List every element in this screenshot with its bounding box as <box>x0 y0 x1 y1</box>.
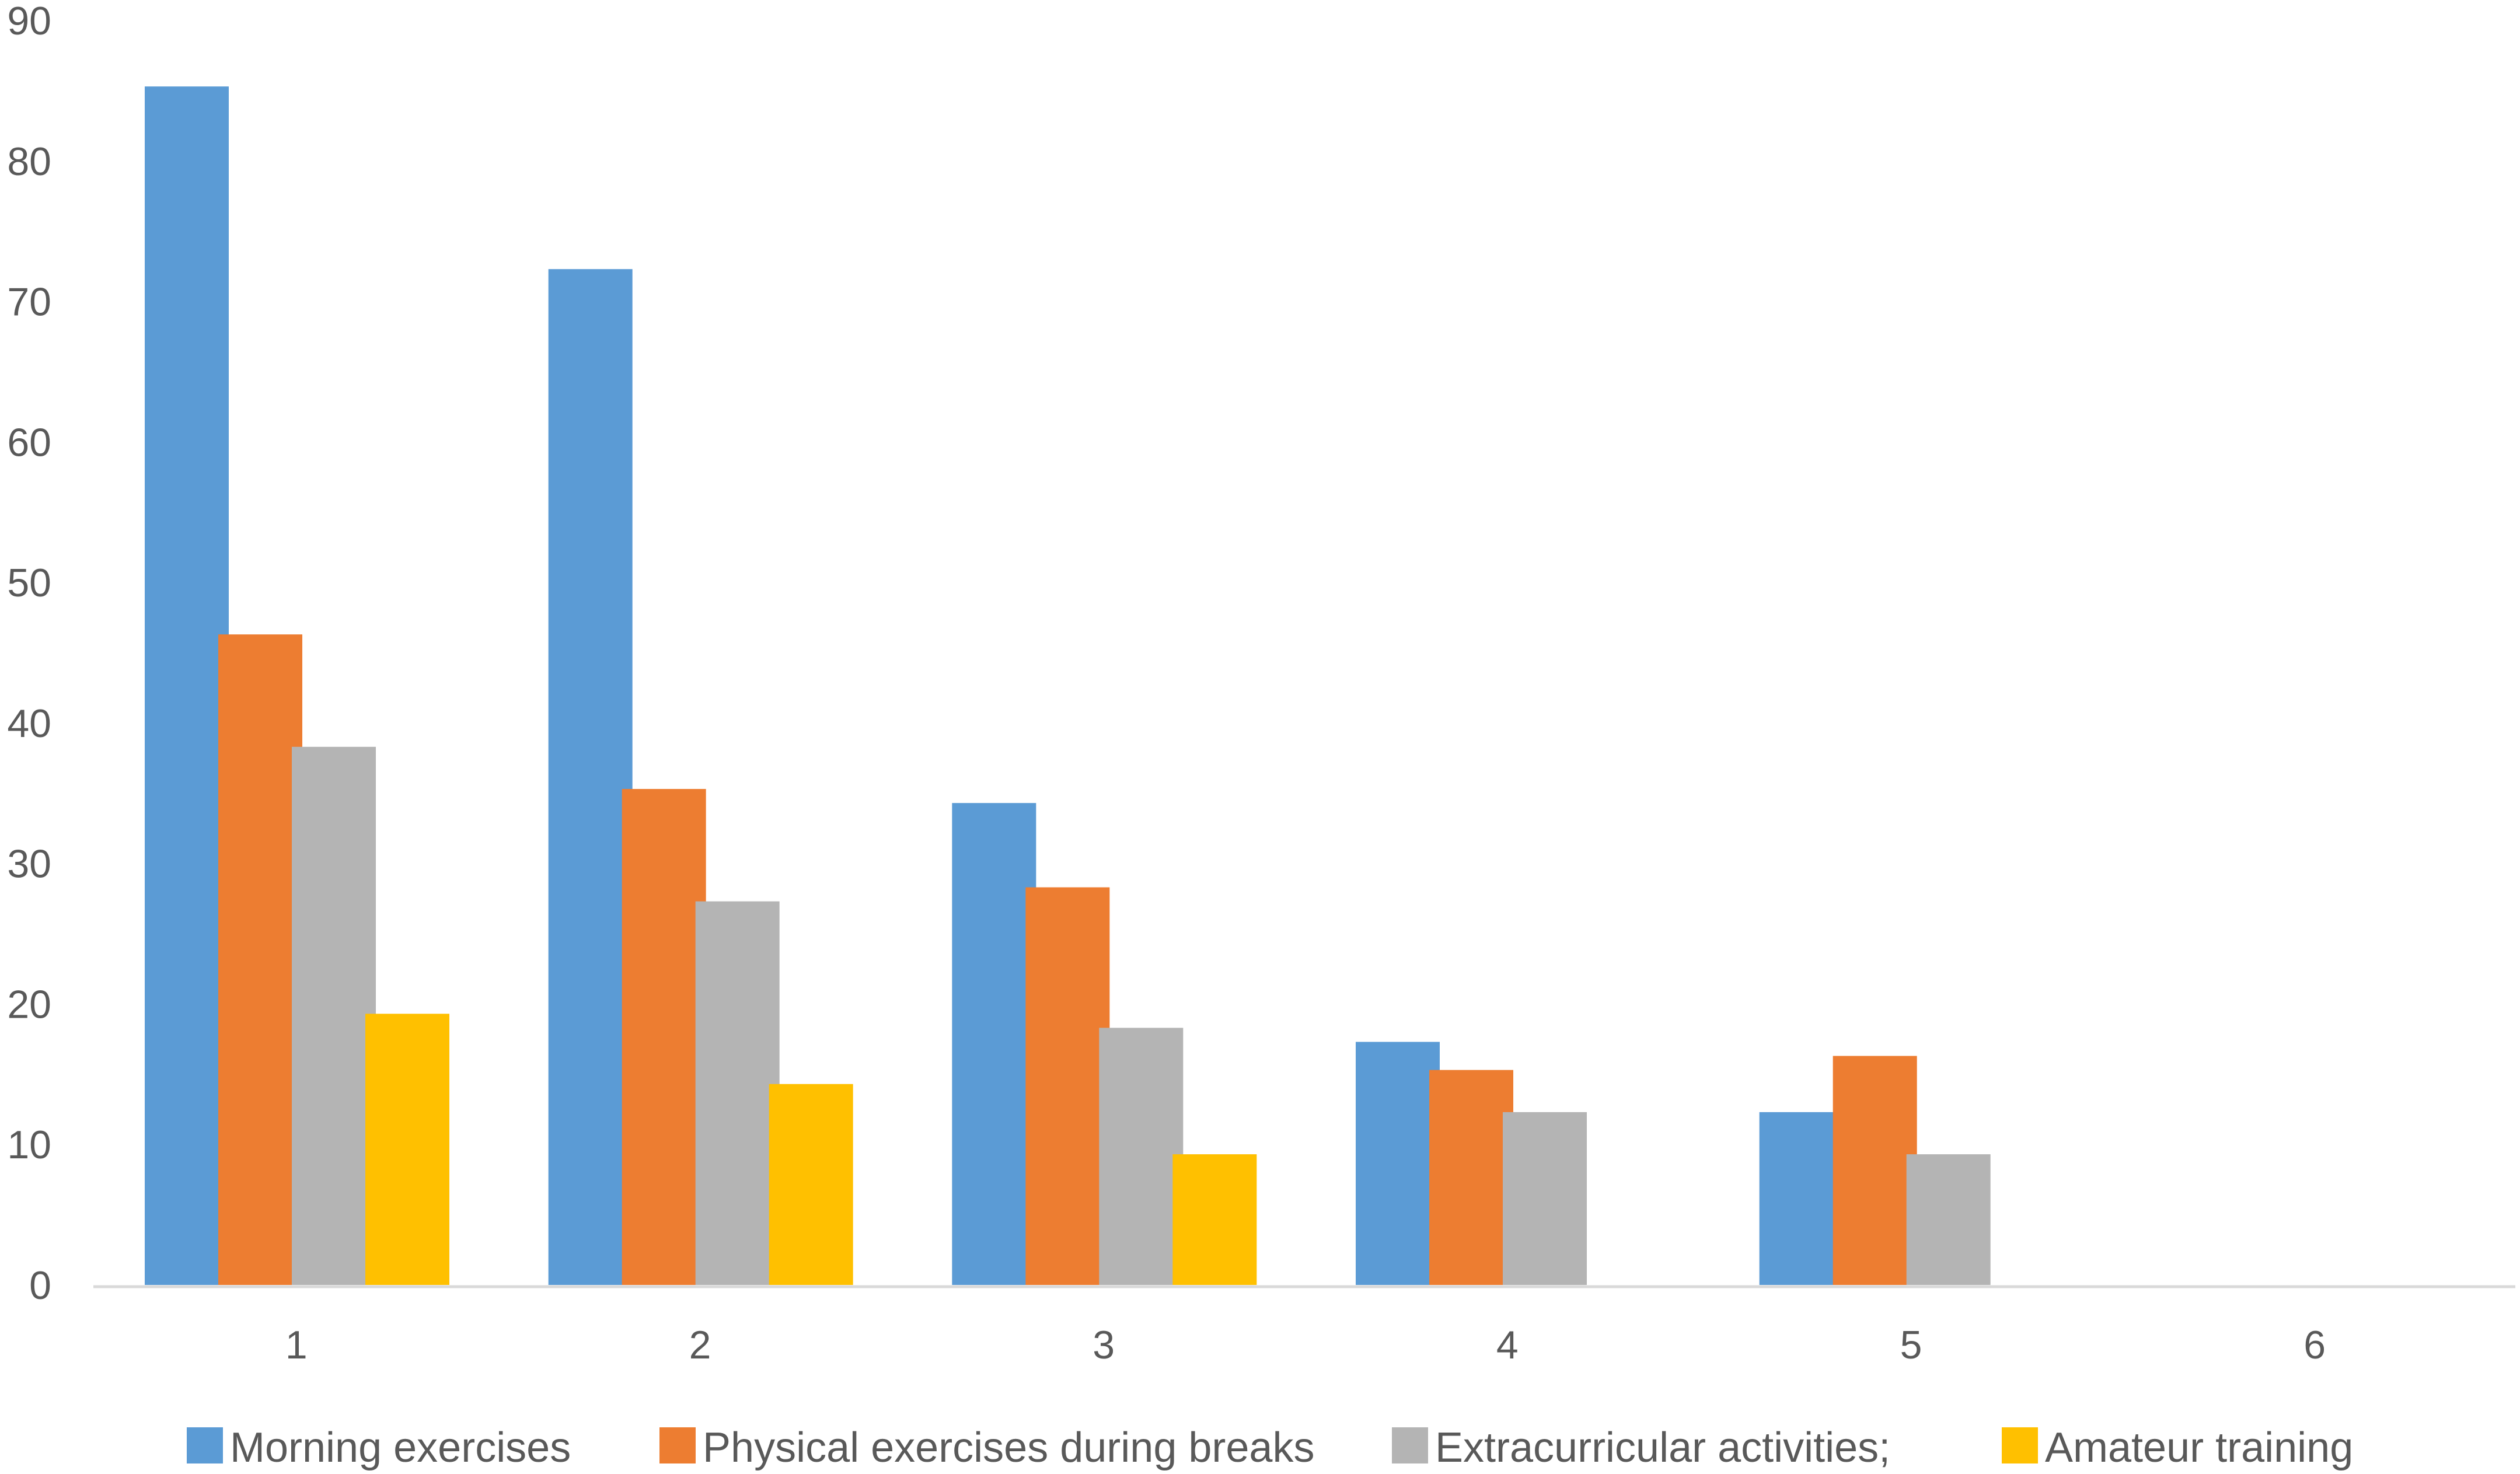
y-tick-label: 10 <box>7 1123 51 1167</box>
y-tick-label: 80 <box>7 139 51 184</box>
y-tick-label: 90 <box>7 0 51 43</box>
bar <box>1833 1056 1917 1285</box>
bar <box>622 789 706 1285</box>
legend-swatch <box>187 1427 223 1463</box>
bar <box>1759 1112 1844 1285</box>
legend-label: Amateur training <box>2045 1424 2353 1471</box>
legend-label: Physical exercises during breaks <box>703 1424 1314 1471</box>
x-tick-label: 5 <box>1900 1323 1922 1367</box>
legend-swatch <box>1392 1427 1428 1463</box>
bar <box>365 1014 449 1285</box>
bar <box>769 1084 853 1285</box>
x-axis-ticks: 1 2 3 4 5 6 <box>285 1323 2326 1367</box>
bar <box>1025 887 1110 1285</box>
bar <box>1172 1154 1257 1285</box>
y-tick-label: 30 <box>7 842 51 886</box>
bar <box>548 269 633 1286</box>
y-tick-label: 20 <box>7 982 51 1026</box>
legend-swatch <box>659 1427 696 1463</box>
bar-series <box>145 86 1991 1286</box>
y-tick-label: 60 <box>7 420 51 464</box>
y-tick-label: 50 <box>7 561 51 605</box>
bar <box>1099 1028 1184 1285</box>
legend: Morning exercises Physical exercises duri… <box>187 1424 2353 1471</box>
x-tick-label: 1 <box>285 1323 308 1367</box>
bar <box>952 803 1036 1285</box>
x-tick-label: 6 <box>2303 1323 2326 1367</box>
bar <box>145 86 229 1286</box>
y-axis-ticks: 0 10 20 30 40 50 60 70 80 90 <box>7 0 51 1308</box>
legend-label: Extracurricular activities; <box>1435 1424 1890 1471</box>
x-tick-label: 3 <box>1093 1323 1115 1367</box>
bar <box>1503 1112 1587 1285</box>
legend-label: Morning exercises <box>230 1424 571 1471</box>
legend-swatch <box>2002 1427 2038 1463</box>
y-tick-label: 0 <box>29 1263 51 1308</box>
y-tick-label: 70 <box>7 280 51 324</box>
bar <box>1429 1070 1513 1285</box>
bar <box>1906 1154 1991 1285</box>
bar <box>292 746 376 1285</box>
bar <box>695 901 780 1285</box>
x-tick-label: 2 <box>689 1323 711 1367</box>
y-tick-label: 40 <box>7 701 51 746</box>
bar <box>218 634 302 1285</box>
bar <box>1356 1042 1440 1285</box>
x-tick-label: 4 <box>1496 1323 1519 1367</box>
